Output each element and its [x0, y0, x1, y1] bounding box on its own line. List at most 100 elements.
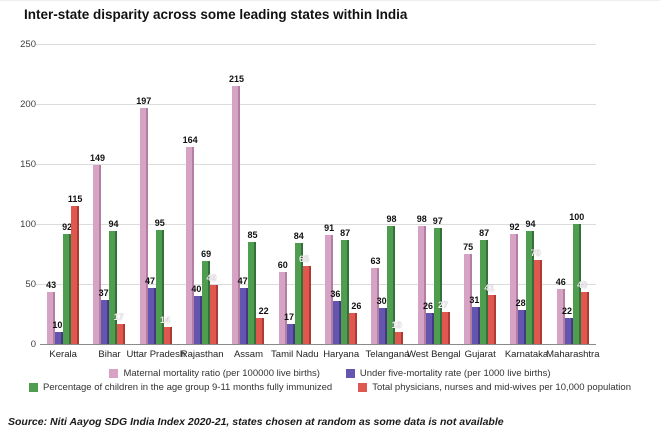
legend-item-physicians: Total physicians, nurses and mid-wives p…: [358, 382, 631, 393]
value-label: 115: [67, 194, 83, 204]
bar-physicians: 115: [68, 195, 82, 344]
value-label: 22: [258, 305, 269, 316]
bar-group-west-bengal: 98 26 97 27 West Bengal: [407, 44, 461, 360]
y-axis-tick-label: 250: [20, 39, 36, 50]
bar-group-gujarat: 75 31 87 41 Gujarat: [457, 44, 503, 360]
value-label: 46: [555, 276, 566, 287]
value-label: 10: [391, 320, 402, 330]
bar-immunization: 98: [386, 215, 396, 344]
value-label: 47: [237, 275, 248, 286]
value-label: 65: [299, 254, 310, 264]
value-label: 215: [228, 74, 244, 84]
bar-under-five-mortality: 10: [52, 321, 64, 344]
bar-immunization: 97: [433, 216, 443, 344]
bar-group-assam: 215 47 85 22 Assam: [225, 44, 271, 361]
bar-group-rajasthan: 164 40 69 49 Rajasthan: [179, 44, 225, 360]
bar-under-five-mortality: 28: [516, 299, 527, 344]
bar-immunization: 92: [62, 222, 72, 344]
gridline: [36, 223, 596, 225]
value-label: 49: [206, 273, 217, 284]
value-label: 17: [284, 311, 295, 322]
gridline: [36, 103, 596, 105]
value-label: 40: [191, 284, 202, 294]
bar-group-kerala: 43 10 92 115 Kerala: [40, 44, 86, 361]
bar-immunization: 100: [569, 213, 584, 344]
value-label: 26: [351, 300, 362, 311]
legend-swatch-icon: [109, 369, 119, 378]
value-label: 36: [330, 288, 341, 299]
x-axis-label: Gujarat: [464, 349, 496, 360]
legend: Maternal mortality ratio (per 100000 liv…: [0, 368, 660, 393]
value-label: 70: [530, 248, 541, 258]
value-label: 97: [432, 215, 443, 226]
value-label: 197: [136, 95, 152, 106]
bar-under-five-mortality: 30: [377, 297, 388, 344]
value-label: 22: [562, 305, 573, 316]
legend-swatch-icon: [345, 369, 355, 378]
bar-maternal-mortality: 75: [463, 243, 473, 344]
bar-physicians: 14: [160, 316, 172, 344]
value-label: 91: [324, 222, 335, 233]
value-label: 84: [293, 231, 304, 242]
plot-area: 43 10 92 115 Kerala 149 37 94 17 Bihar 197 47 95 14 Ut…: [36, 43, 599, 361]
bar-under-five-mortality: 22: [562, 306, 573, 344]
x-axis-label: Maharashtra: [546, 349, 600, 360]
bar-physicians: 41: [484, 283, 497, 344]
value-label: 41: [484, 282, 495, 293]
bar-maternal-mortality: 92: [509, 222, 519, 344]
bar-immunization: 69: [201, 250, 211, 344]
value-label: 43: [46, 280, 57, 291]
bar-under-five-mortality: 31: [469, 295, 481, 344]
value-label: 10: [52, 320, 63, 330]
value-label: 92: [62, 221, 73, 232]
value-label: 95: [154, 218, 165, 228]
y-axis-tick-label: 100: [20, 219, 36, 230]
value-label: 94: [108, 219, 119, 230]
y-axis-tick-label: 200: [20, 99, 36, 110]
legend-item-under-five-mortality: Under five-mortality rate (per 1000 live…: [345, 368, 551, 379]
legend-row: Maternal mortality ratio (per 100000 liv…: [0, 368, 660, 379]
y-axis-tick-label: 0: [30, 339, 36, 350]
value-label: 98: [416, 214, 427, 225]
x-axis-label: Karnataka: [504, 349, 549, 360]
value-label: 85: [247, 230, 258, 240]
bar-under-five-mortality: 47: [238, 276, 249, 344]
bar-physicians: 22: [256, 306, 269, 344]
value-label: 43: [577, 280, 588, 291]
bar-group-haryana: 91 36 87 26 Haryana: [318, 44, 364, 360]
x-axis-label: West Bengal: [406, 349, 461, 360]
legend-swatch-icon: [29, 383, 38, 392]
bar-physicians: 10: [392, 321, 404, 344]
gridline: [36, 43, 596, 45]
value-label: 30: [376, 296, 387, 306]
value-label: 75: [463, 242, 474, 252]
bar-maternal-mortality: 63: [370, 257, 380, 344]
bar-group-maharashtra: 46 22 100 43 Maharashtra: [546, 44, 599, 361]
value-label: 149: [89, 153, 105, 164]
bar-physicians: 43: [577, 281, 589, 344]
bar-group-tamil-nadu: 60 17 84 65 Tamil Nadu: [271, 44, 319, 360]
value-label: 17: [113, 311, 124, 322]
bar-under-five-mortality: 17: [284, 312, 295, 344]
bar-immunization: 87: [479, 228, 489, 344]
value-label: 27: [438, 299, 449, 310]
value-label: 100: [569, 212, 585, 222]
bar-physicians: 65: [299, 255, 311, 344]
gridline: [36, 163, 596, 165]
bar-maternal-mortality: 98: [417, 215, 427, 344]
bar-maternal-mortality: 91: [324, 223, 334, 344]
chart-title: Inter-state disparity across some leadin…: [24, 7, 408, 22]
x-axis-label: Kerala: [49, 349, 77, 360]
bar-group-bihar: 149 37 94 17 Bihar: [86, 44, 132, 360]
bar-immunization: 84: [294, 232, 304, 344]
value-label: 87: [340, 227, 351, 238]
bar-under-five-mortality: 26: [423, 301, 434, 344]
bar-immunization: 95: [155, 219, 165, 344]
x-axis-label: Assam: [233, 349, 264, 360]
bar-physicians: 17: [114, 312, 126, 344]
legend-item-maternal-mortality: Maternal mortality ratio (per 100000 liv…: [109, 368, 320, 379]
bar-physicians: 26: [349, 301, 361, 344]
y-axis-tick-label: 150: [20, 159, 36, 170]
bar-group-telangana: 63 30 98 10 Telangana: [364, 44, 410, 360]
